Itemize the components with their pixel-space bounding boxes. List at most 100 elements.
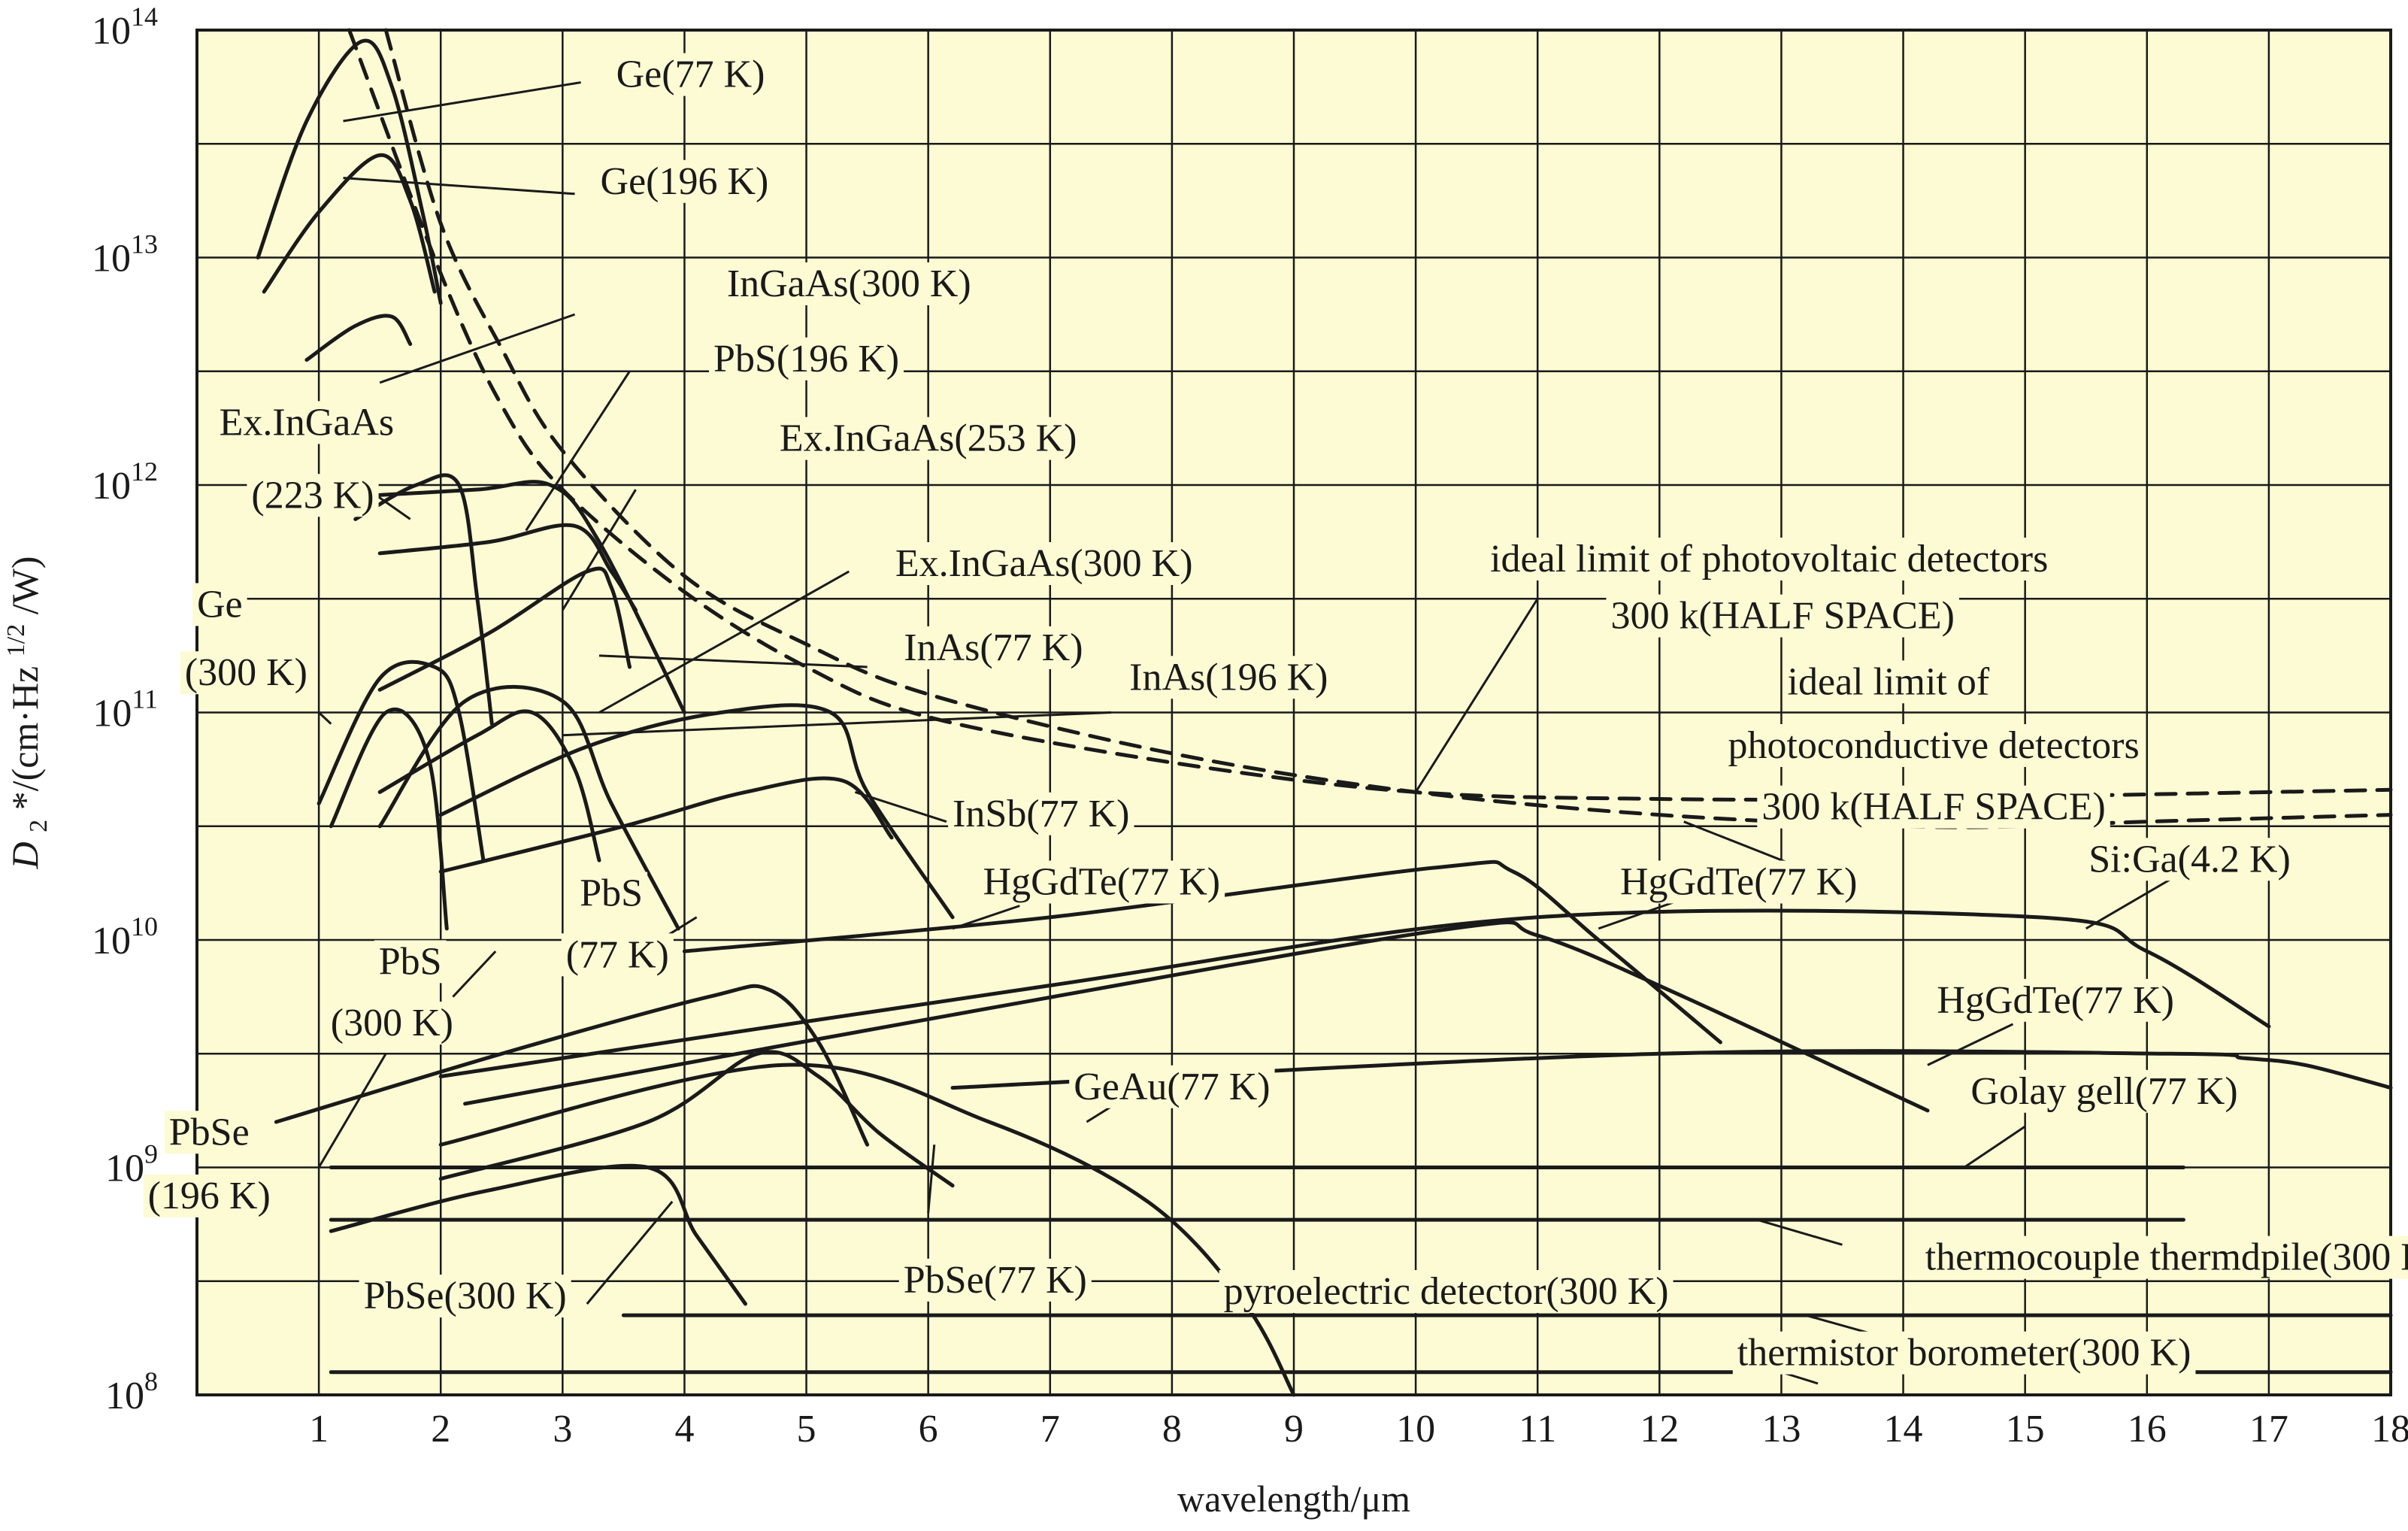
annotation-label-bg — [180, 651, 312, 695]
leader-line — [927, 1144, 936, 1214]
annotation-label: InAs(77 K) — [904, 626, 1083, 669]
annotation-label: HgGdTe(77 K) — [983, 861, 1221, 904]
series-ge-300k — [317, 659, 486, 863]
annotation-label-bg — [1125, 656, 1333, 699]
annotation-label: (77 K) — [566, 933, 669, 976]
leader-line — [343, 177, 575, 196]
annotation-label: PbS(196 K) — [713, 338, 899, 380]
series-ingaas-300k — [304, 314, 413, 362]
annotation-label-bg — [1966, 1069, 2243, 1113]
y-tick-label: 1010 — [92, 911, 158, 963]
x-tick-label: 16 — [2128, 1408, 2167, 1451]
x-tick-label: 12 — [1640, 1408, 1679, 1451]
annotation-label: (223 K) — [251, 474, 374, 517]
x-axis-title: wavelength/μm — [1177, 1478, 1410, 1520]
y-tick-label: 1012 — [92, 456, 158, 508]
annotation-label-bg — [2084, 838, 2295, 881]
leader-line — [1963, 1125, 2026, 1169]
leader-line — [598, 654, 868, 668]
annotation-label: Ge(77 K) — [616, 53, 765, 96]
series-insb-77k — [438, 776, 894, 874]
annotation-label: Ex.InGaAs — [220, 401, 395, 444]
annotation-label-bg — [1723, 724, 2144, 767]
x-tick-label: 8 — [1162, 1408, 1182, 1451]
x-tick-label: 15 — [2006, 1408, 2045, 1451]
series-hggdte-77k-b — [463, 920, 1930, 1113]
annotation-label-bg — [192, 583, 247, 626]
y-axis-title-end: /W) — [4, 556, 46, 615]
annotation-label-bg — [774, 417, 1082, 460]
annotation-label: GeAu(77 K) — [1074, 1066, 1270, 1108]
annotation-label: ideal limit of — [1788, 660, 1990, 703]
annotation-label-bg — [143, 1174, 275, 1217]
leader-line — [343, 81, 581, 123]
annotation-label-bg — [575, 872, 648, 915]
leader-line — [379, 313, 576, 384]
series-ge-196k — [262, 153, 437, 294]
y-tick-label: 108 — [105, 1366, 158, 1417]
leader-line — [952, 905, 1020, 930]
annotation-label: (196 K) — [148, 1175, 271, 1217]
x-tick-label: 7 — [1040, 1408, 1060, 1451]
annotation-label: Ge — [197, 583, 243, 626]
annotation-label-bg — [890, 542, 1198, 585]
annotation-label-bg — [1932, 978, 2179, 1022]
series-hggdte-77k-a — [682, 859, 1722, 1044]
annotation-label: 300 k(HALF SPACE) — [1761, 786, 2106, 829]
y-axis-title-sub: 2 — [25, 820, 53, 832]
leader-line — [854, 790, 947, 823]
annotation-label: Ex.InGaAs(253 K) — [780, 417, 1077, 460]
leader-line — [598, 570, 850, 714]
annotation-label-bg — [164, 1111, 254, 1154]
annotation-label-bg — [359, 1275, 571, 1318]
x-tick-label: 18 — [2371, 1408, 2408, 1451]
annotation-label: (300 K) — [331, 1002, 453, 1044]
x-tick-label: 1 — [309, 1408, 329, 1451]
annotation-label: PbSe(77 K) — [904, 1259, 1087, 1302]
annotation-label-bg — [214, 401, 399, 444]
x-tick-label: 17 — [2249, 1408, 2288, 1451]
annotation-label-bg — [374, 940, 447, 984]
x-tick-label: 6 — [919, 1408, 938, 1451]
series-exingaas-223k — [353, 473, 494, 726]
annotation-label: Golay gell(77 K) — [1970, 1070, 2237, 1113]
annotation-label: PbSe — [169, 1111, 250, 1154]
y-axis-title: D 2 */(cm·Hz 1/2 /W) — [0, 556, 55, 870]
x-tick-label: 9 — [1284, 1408, 1304, 1451]
annotation-label: pyroelectric detector(300 K) — [1224, 1270, 1669, 1313]
annotation-label: thermocouple thermdpile(300 K) — [1925, 1236, 2408, 1279]
leader-line — [562, 711, 1111, 737]
annotation-label-bg — [722, 262, 976, 305]
y-axis-title-main: D — [4, 841, 46, 869]
annotation-label: ideal limit of photovoltaic detectors — [1490, 538, 2048, 581]
series-inas-77k — [377, 684, 680, 931]
annotation-label: 300 k(HALF SPACE) — [1610, 595, 1955, 638]
series-pbse-196k — [274, 984, 870, 1147]
leader-line — [1756, 1218, 1843, 1246]
annotation-label-bg — [1486, 537, 2053, 581]
annotation-label: Ex.InGaAs(300 K) — [895, 542, 1193, 585]
annotation-label-bg — [611, 53, 770, 96]
series-exingaas-300k — [377, 566, 632, 692]
y-axis-title-unit: */(cm·Hz — [4, 666, 46, 811]
y-tick-label: 1011 — [92, 684, 158, 735]
annotation-label: thermistor borometer(300 K) — [1737, 1332, 2191, 1375]
annotation-label-bg — [326, 1002, 458, 1045]
series-exingaas-253k — [377, 523, 638, 612]
annotation-label-bg — [948, 792, 1134, 835]
annotation-label-bg — [247, 474, 379, 517]
annotation-label: InAs(196 K) — [1129, 656, 1328, 699]
series-geau-77k — [950, 1049, 2393, 1090]
leader-line — [318, 711, 332, 725]
leader-line — [562, 489, 637, 611]
annotation-label-bg — [1732, 1331, 2196, 1375]
annotation-label: Ge(196 K) — [601, 160, 769, 203]
annotation-label-bg — [1920, 1235, 2408, 1279]
leader-line — [1414, 598, 1539, 793]
annotation-label: HgGdTe(77 K) — [1620, 861, 1858, 904]
x-tick-label: 10 — [1396, 1408, 1435, 1451]
leader-line — [525, 370, 631, 532]
annotation-label: InGaAs(300 K) — [727, 262, 971, 305]
annotation-label-bg — [595, 159, 774, 203]
